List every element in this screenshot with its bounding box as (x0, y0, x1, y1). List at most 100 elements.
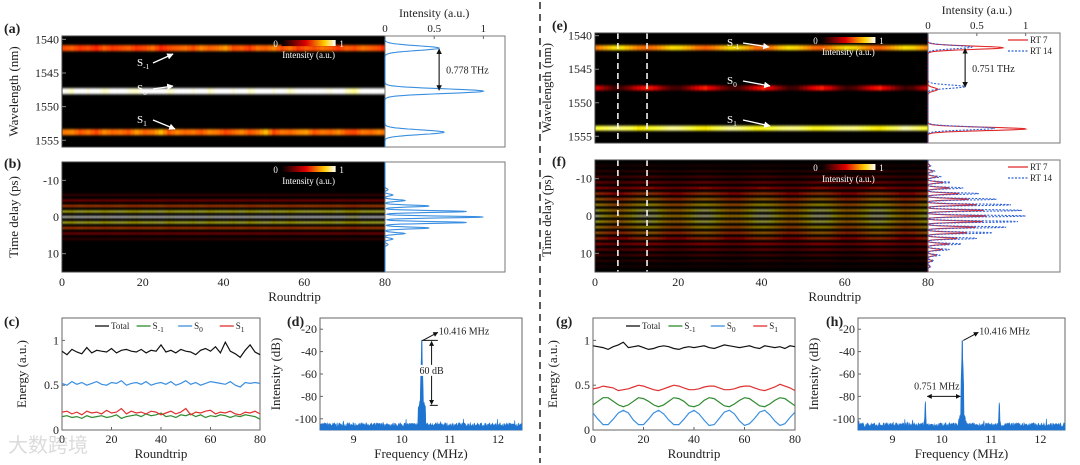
heatmap-cell (94, 227, 99, 229)
heatmap-cell (619, 181, 625, 184)
heatmap-cell (98, 210, 103, 213)
heatmap-cell (853, 181, 858, 184)
heatmap-cell (749, 181, 754, 184)
heatmap-cell (74, 221, 79, 224)
heatmap-cell (836, 198, 841, 200)
heatmap-cell (636, 45, 642, 51)
heatmap-cell (292, 199, 297, 202)
heatmap-cell (66, 227, 71, 229)
band-label: S1 (137, 114, 147, 128)
heatmap-cell (782, 45, 787, 51)
heatmap-cell (211, 238, 216, 240)
heatmap-cell (669, 181, 675, 184)
heatmap-cell (686, 265, 692, 268)
heatmap-cell (231, 216, 237, 218)
heatmap-cell (690, 204, 696, 206)
heatmap-cell (118, 238, 123, 240)
heatmap-cell (344, 205, 350, 207)
x-tick-label: 0 (592, 275, 598, 289)
heatmap-cell (171, 205, 176, 207)
heatmap-cell (782, 181, 787, 184)
heatmap-cell (848, 260, 854, 262)
legend-label: S-1 (153, 321, 165, 334)
heatmap-cell (715, 204, 721, 206)
heatmap-cell (848, 170, 854, 172)
heatmap-cell (703, 220, 708, 223)
heatmap-cell (70, 205, 75, 207)
heatmap-cell (628, 254, 633, 256)
heatmap-cell (749, 187, 754, 189)
legend-label-sub: 1 (241, 325, 245, 334)
heatmap-cell (380, 45, 385, 52)
heatmap-cell (316, 199, 321, 202)
heatmap-cell (611, 243, 617, 245)
heatmap-cell (94, 194, 99, 196)
heatmap-cell (844, 45, 850, 51)
heatmap-cell (74, 227, 79, 229)
heatmap-cell (719, 232, 725, 234)
heatmap-cell (665, 204, 671, 206)
heatmap-cell (853, 248, 858, 251)
heatmap-cell (778, 215, 783, 217)
heatmap-cell (682, 45, 687, 51)
heatmap-cell (340, 88, 346, 95)
x-axis-label: Frequency (MHz) (374, 446, 468, 461)
heatmap-cell (761, 181, 767, 184)
heatmap-cell (632, 187, 638, 189)
heatmap-cell (611, 176, 617, 178)
heatmap-cell (665, 164, 671, 167)
x-axis-label: Roundtrip (808, 289, 861, 304)
heatmap-cell (832, 181, 837, 184)
heatmap-cell (628, 198, 633, 200)
heatmap-cell (110, 210, 115, 213)
heatmap-cell (328, 232, 333, 235)
heatmap-cell (873, 181, 879, 184)
heatmap-cell (848, 198, 854, 200)
heatmap-cell (102, 210, 107, 213)
heatmap-cell (732, 192, 737, 195)
heatmap-cell (308, 194, 313, 196)
heatmap-cell (844, 181, 850, 184)
heatmap-cell (869, 45, 875, 51)
x-axis-label: Roundtrip (268, 289, 321, 304)
heatmap-cell (231, 88, 237, 95)
heatmap-cell (162, 45, 168, 52)
heatmap-cell (636, 254, 642, 256)
heatmap-cell (106, 205, 111, 207)
y-tick-label: 0 (586, 209, 592, 223)
heatmap-cell (894, 170, 900, 172)
heatmap-cell (773, 181, 779, 184)
heatmap-cell (231, 129, 237, 136)
heatmap-cell (732, 125, 737, 131)
heatmap-cell (828, 220, 833, 223)
heatmap-cell (853, 237, 858, 240)
heatmap-cell (636, 170, 642, 172)
heatmap-cell (786, 192, 792, 195)
heatmap-cell (898, 45, 904, 51)
heatmap-cell (674, 215, 679, 217)
heatmap-cell (640, 170, 646, 172)
heatmap-cell (861, 125, 866, 131)
heatmap-cell (368, 88, 374, 95)
heatmap-cell (728, 215, 733, 217)
colorbar-min-label: 0 (813, 163, 818, 173)
heatmap-cell (782, 226, 787, 228)
heatmap-cell (126, 238, 132, 240)
heatmap-cell (611, 226, 617, 228)
heatmap-cell (364, 45, 370, 52)
heatmap-cell (886, 248, 891, 251)
heatmap-cell (719, 237, 725, 240)
heatmap-cell (611, 220, 617, 223)
heatmap-cell (603, 243, 608, 245)
heatmap-cell (207, 238, 212, 240)
heatmap-cell (288, 227, 293, 229)
heatmap-cell (807, 192, 812, 195)
heatmap-cell (794, 232, 800, 234)
heatmap-cell (761, 170, 767, 172)
heatmap-cell (223, 199, 228, 202)
heatmap-cell (740, 248, 746, 251)
heatmap-cell (195, 88, 200, 95)
heatmap-cell (607, 176, 613, 178)
heatmap-cell (134, 199, 140, 202)
